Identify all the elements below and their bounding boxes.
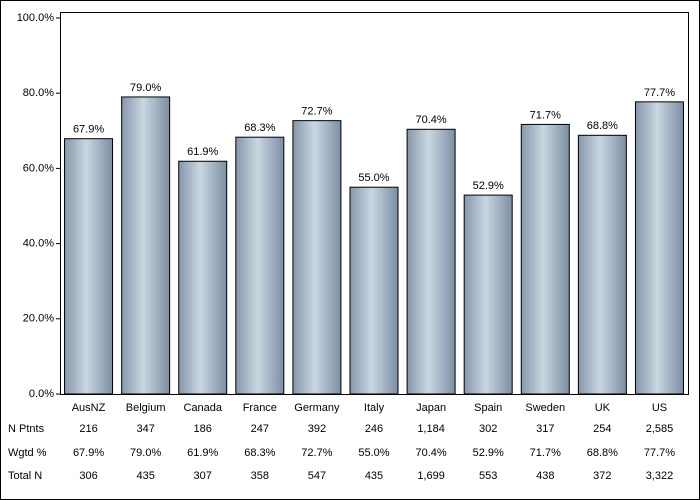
bar — [178, 160, 228, 395]
y-tick-label: 0.0% — [29, 388, 54, 400]
table-cell: 79.0% — [130, 447, 161, 459]
row-label: N Ptnts — [8, 423, 45, 435]
table-cell: 547 — [308, 470, 326, 482]
table-cell: 438 — [536, 470, 554, 482]
y-tick-label: 40.0% — [23, 238, 54, 250]
table-cell: 61.9% — [187, 447, 218, 459]
table-cell: 216 — [79, 423, 97, 435]
x-tick-label: AusNZ — [72, 402, 106, 414]
y-tick-label: 60.0% — [23, 162, 54, 174]
y-tick-label: 20.0% — [23, 313, 54, 325]
value-label: 68.8% — [587, 120, 618, 132]
table-cell: 347 — [136, 423, 154, 435]
bar — [292, 120, 342, 395]
table-cell: 435 — [365, 470, 383, 482]
bar — [520, 123, 570, 395]
table-cell: 68.3% — [244, 447, 275, 459]
table-cell: 302 — [479, 423, 497, 435]
value-label: 71.7% — [530, 109, 561, 121]
x-tick-label: Sweden — [525, 402, 565, 414]
table-cell: 372 — [593, 470, 611, 482]
table-cell: 186 — [194, 423, 212, 435]
y-tick-label: 80.0% — [23, 87, 54, 99]
table-cell: 435 — [136, 470, 154, 482]
table-cell: 55.0% — [358, 447, 389, 459]
value-label: 79.0% — [130, 82, 161, 94]
table-cell: 306 — [79, 470, 97, 482]
bar — [634, 101, 684, 395]
bar — [463, 194, 513, 395]
row-label: Wgtd % — [8, 447, 47, 459]
table-cell: 254 — [593, 423, 611, 435]
bar — [349, 186, 399, 395]
table-cell: 52.9% — [473, 447, 504, 459]
value-label: 55.0% — [358, 172, 389, 184]
value-label: 72.7% — [301, 106, 332, 118]
x-tick-label: Spain — [474, 402, 502, 414]
table-cell: 392 — [308, 423, 326, 435]
bar — [235, 136, 285, 395]
bar — [121, 96, 171, 395]
value-label: 77.7% — [644, 87, 675, 99]
table-cell: 307 — [194, 470, 212, 482]
table-cell: 67.9% — [73, 447, 104, 459]
x-tick-label: UK — [595, 402, 611, 414]
table-cell: 71.7% — [530, 447, 561, 459]
bar — [64, 138, 114, 395]
x-tick-label: US — [652, 402, 667, 414]
table-cell: 70.4% — [415, 447, 446, 459]
x-tick-label: Canada — [183, 402, 222, 414]
table-cell: 246 — [365, 423, 383, 435]
table-cell: 3,322 — [646, 470, 674, 482]
table-cell: 247 — [251, 423, 269, 435]
table-cell: 2,585 — [646, 423, 674, 435]
value-label: 61.9% — [187, 146, 218, 158]
value-label: 52.9% — [473, 180, 504, 192]
x-tick-label: Italy — [364, 402, 385, 414]
bar — [577, 134, 627, 395]
table-cell: 553 — [479, 470, 497, 482]
table-cell: 68.8% — [587, 447, 618, 459]
row-label: Total N — [8, 470, 42, 482]
table-cell: 77.7% — [644, 447, 675, 459]
table-cell: 1,184 — [417, 423, 445, 435]
table-cell: 358 — [251, 470, 269, 482]
value-label: 68.3% — [244, 122, 275, 134]
value-label: 67.9% — [73, 124, 104, 136]
x-tick-label: Japan — [416, 402, 446, 414]
value-label: 70.4% — [415, 114, 446, 126]
bar — [406, 128, 456, 395]
x-tick-label: France — [243, 402, 277, 414]
table-cell: 317 — [536, 423, 554, 435]
y-tick-label: 100.0% — [17, 12, 55, 24]
x-tick-label: Germany — [294, 402, 340, 414]
x-tick-label: Belgium — [126, 402, 166, 414]
table-cell: 72.7% — [301, 447, 332, 459]
table-cell: 1,699 — [417, 470, 445, 482]
